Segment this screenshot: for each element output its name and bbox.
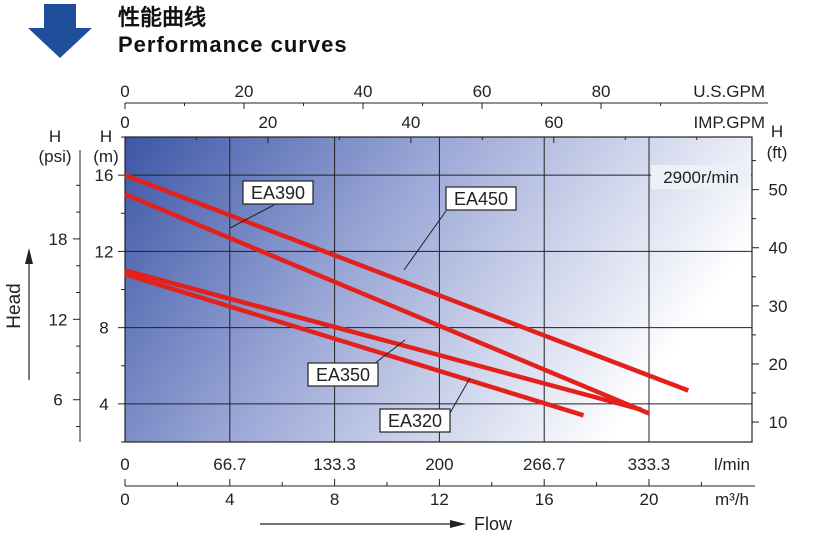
label-box-ea350: [307, 362, 379, 387]
leader-ea350: [373, 339, 406, 365]
grid: [125, 137, 752, 442]
title-chinese: 性能曲线: [118, 6, 207, 31]
l-min-tick-label: 200: [425, 455, 453, 474]
speed-label-box: [651, 165, 751, 189]
psi-axis-unit: (psi): [38, 147, 71, 166]
m3h-tick-label: 16: [535, 490, 554, 509]
series-label-ea390: EA390: [251, 183, 305, 203]
m-tick-label: 8: [99, 319, 108, 338]
m-axis-letter: H: [100, 127, 112, 146]
l-min-tick-label: 66.7: [213, 455, 246, 474]
psi-tick-label: 18: [49, 230, 68, 249]
l-min-tick-label: 133.3: [313, 455, 356, 474]
leader-ea450: [403, 210, 447, 271]
ft-tick-label: 40: [769, 239, 788, 258]
psi-tick-label: 12: [49, 310, 68, 329]
us-gpm-tick-label: 60: [473, 82, 492, 101]
series-label-ea450: EA450: [454, 189, 508, 209]
ft-axis-letter: H: [771, 122, 783, 141]
m3h-tick-label: 12: [430, 490, 449, 509]
imp-gpm-ticks: 0 20 40 60: [120, 113, 698, 143]
curve-ea350: [124, 268, 642, 412]
down-arrow-icon: [28, 4, 92, 58]
ft-tick-label: 10: [769, 413, 788, 432]
label-box-ea320: [379, 408, 451, 433]
curve-ea450: [124, 173, 690, 393]
l-min-unit: l/min: [714, 455, 750, 474]
ft-tick-label: 50: [769, 181, 788, 200]
us-gpm-tick-label: 20: [235, 82, 254, 101]
m3h-unit: m³/h: [715, 490, 749, 509]
head-arrow-head: [25, 248, 33, 264]
label-box-ea450: [445, 186, 517, 211]
us-gpm-tick-label: 0: [120, 82, 129, 101]
m3h-ticks: 0 4 8 12 16 20: [120, 479, 702, 509]
series-label-ea320: EA320: [388, 411, 442, 431]
imp-gpm-unit: IMP.GPM: [694, 113, 765, 132]
l-min-ticks: 0 66.7 133.3 200 266.7 333.3: [120, 455, 670, 474]
label-box-ea390: [242, 180, 314, 205]
m-axis-unit: (m): [93, 147, 118, 166]
us-gpm-ticks: 0 20 40 60 80: [120, 82, 662, 109]
title-english: Performance curves: [118, 32, 348, 57]
m-tick-label: 12: [95, 242, 114, 261]
m3h-tick-label: 8: [330, 490, 339, 509]
psi-axis-letter: H: [49, 127, 61, 146]
m3h-tick-label: 0: [120, 490, 129, 509]
leader-ea390: [229, 204, 275, 229]
us-gpm-tick-label: 80: [592, 82, 611, 101]
m-tick-label: 16: [95, 166, 114, 185]
flow-axis-title: Flow: [474, 514, 513, 534]
l-min-tick-label: 266.7: [523, 455, 566, 474]
head-axis-title: Head: [4, 283, 25, 328]
flow-arrow-head: [450, 520, 466, 528]
m-tick-label: 4: [99, 395, 108, 414]
imp-gpm-tick-label: 20: [258, 113, 277, 132]
curve-ea320: [124, 272, 585, 418]
us-gpm-unit: U.S.GPM: [693, 82, 765, 101]
m3h-tick-label: 20: [640, 490, 659, 509]
imp-gpm-tick-label: 0: [120, 113, 129, 132]
us-gpm-tick-label: 40: [354, 82, 373, 101]
series-label-ea350: EA350: [316, 365, 370, 385]
ft-ticks: 10 20 30 40 50: [752, 160, 788, 432]
series-layer: EA450 EA390 EA350 EA320: [124, 173, 690, 433]
ft-tick-label: 30: [769, 297, 788, 316]
l-min-tick-label: 0: [120, 455, 129, 474]
l-min-tick-label: 333.3: [628, 455, 671, 474]
ft-tick-label: 20: [769, 355, 788, 374]
psi-ticks: 6 12 18: [49, 184, 80, 428]
m3h-tick-label: 4: [225, 490, 234, 509]
imp-gpm-tick-label: 40: [401, 113, 420, 132]
curve-ea390: [124, 192, 650, 416]
m-ticks: 4 8 12 16: [95, 136, 125, 443]
imp-gpm-tick-label: 60: [544, 113, 563, 132]
speed-label: 2900r/min: [663, 168, 739, 187]
psi-tick-label: 6: [53, 391, 62, 410]
ft-axis-unit: (ft): [767, 143, 788, 162]
